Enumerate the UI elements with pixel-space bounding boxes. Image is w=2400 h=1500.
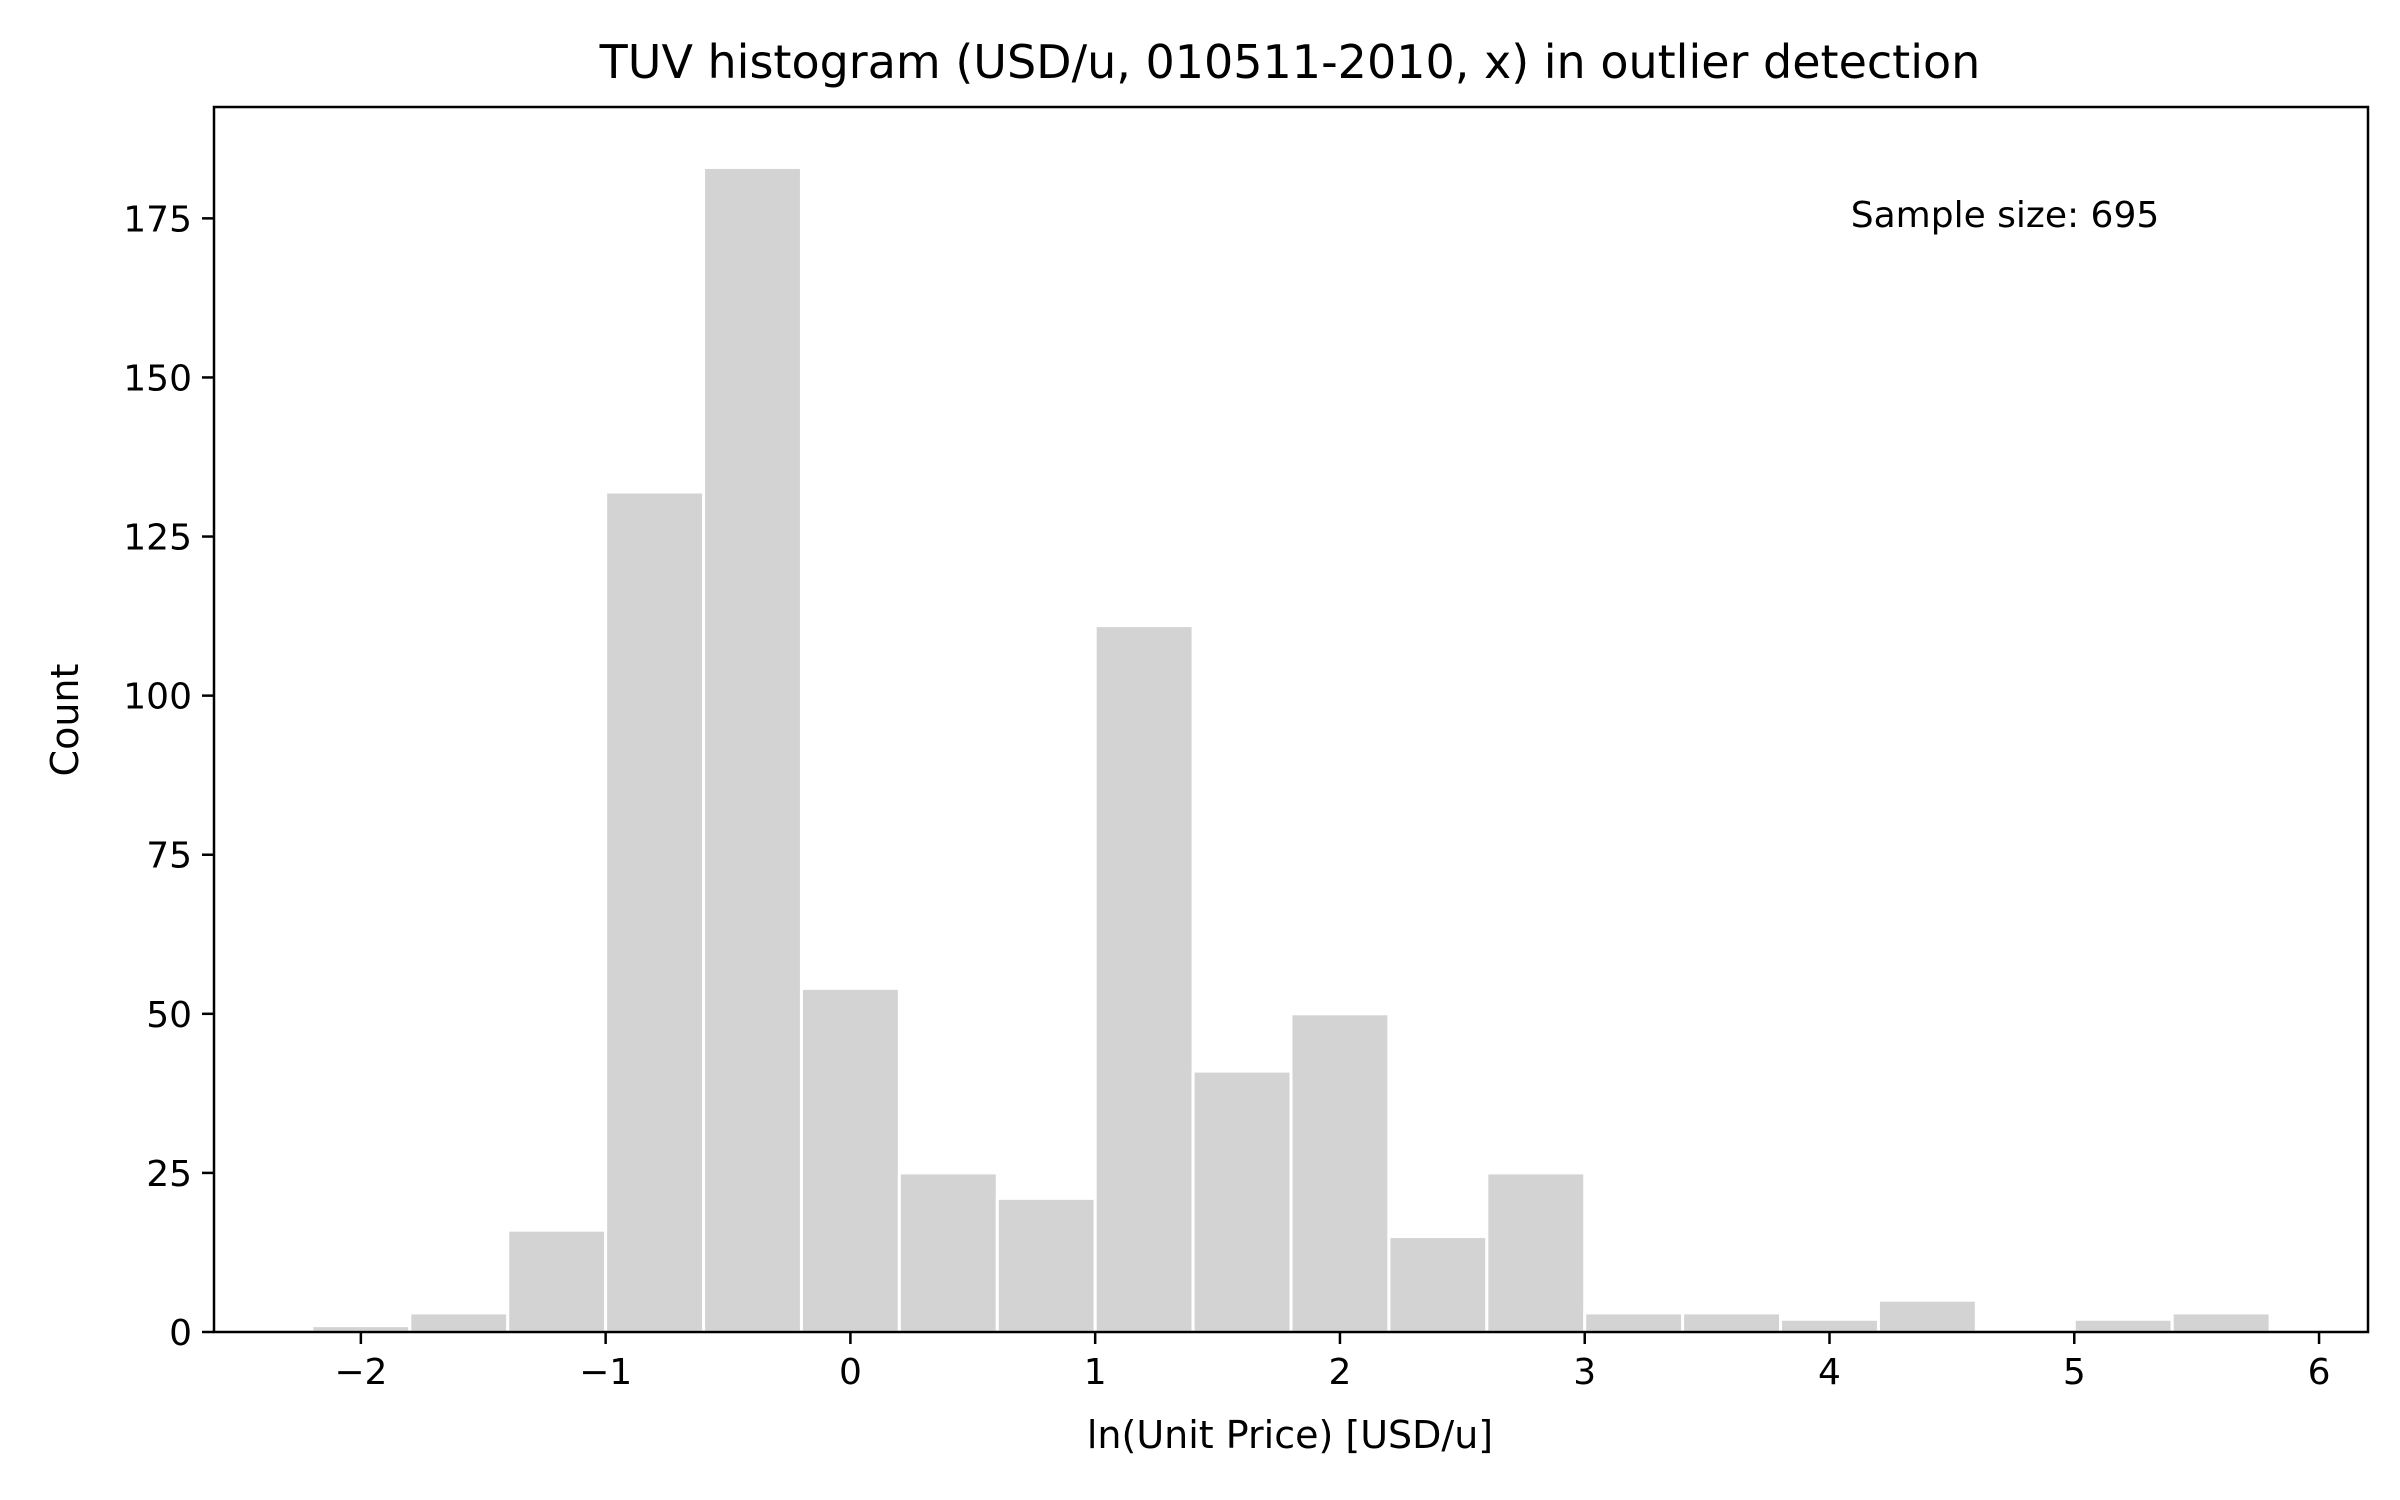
plot-frame xyxy=(212,105,2370,1334)
histogram-bar xyxy=(604,490,706,1334)
histogram-bar xyxy=(1485,1171,1587,1334)
histogram-bar xyxy=(1681,1311,1783,1334)
x-tick-label: 4 xyxy=(1818,1352,1841,1393)
histogram-bar xyxy=(1093,624,1195,1334)
x-tick-label: 5 xyxy=(2063,1352,2086,1393)
histogram-bar xyxy=(995,1196,1097,1334)
x-tick-label: −2 xyxy=(334,1352,387,1393)
y-axis-label: Count xyxy=(43,664,87,777)
histogram-bar xyxy=(1387,1235,1489,1334)
histogram-bar xyxy=(1779,1317,1880,1334)
y-tick-label: 50 xyxy=(146,995,192,1036)
histogram-bar xyxy=(2170,1311,2272,1334)
x-tick-label: −1 xyxy=(579,1352,632,1393)
histogram-bar xyxy=(1583,1311,1685,1334)
x-tick-label: 0 xyxy=(839,1352,862,1393)
histogram-bar xyxy=(897,1171,999,1334)
x-tick-label: 1 xyxy=(1084,1352,1107,1393)
histogram-bar xyxy=(506,1228,608,1334)
histogram-bar xyxy=(2072,1317,2174,1334)
x-tick-label: 2 xyxy=(1329,1352,1352,1393)
y-tick-label: 0 xyxy=(169,1313,192,1354)
x-axis-label: ln(Unit Price) [USD/u] xyxy=(1087,1413,1493,1457)
y-tick-label: 125 xyxy=(123,518,192,559)
y-tick-label: 150 xyxy=(123,358,192,399)
x-tick-label: 6 xyxy=(2308,1352,2331,1393)
sample-size-annotation: Sample size: 695 xyxy=(1851,195,2160,236)
histogram-bar xyxy=(702,165,803,1334)
histogram-bar xyxy=(799,986,901,1334)
histogram-bar xyxy=(1191,1069,1293,1334)
y-tick-label: 25 xyxy=(146,1154,192,1195)
bars-group xyxy=(310,165,2272,1334)
y-tick-label: 175 xyxy=(123,199,192,240)
x-axis-ticks: −2 −1 0 1 2 3 4 5 6 xyxy=(334,1332,2330,1393)
y-tick-label: 100 xyxy=(123,677,192,718)
y-axis-ticks: 0 25 50 75 100 125 150 175 xyxy=(123,199,214,1354)
y-tick-label: 75 xyxy=(146,836,192,877)
chart-title: TUV histogram (USD/u, 010511-2010, x) in… xyxy=(599,35,1981,89)
histogram-bar xyxy=(1876,1298,1978,1334)
histogram-bar xyxy=(1289,1012,1391,1334)
histogram-bar xyxy=(408,1311,510,1334)
x-tick-label: 3 xyxy=(1573,1352,1596,1393)
